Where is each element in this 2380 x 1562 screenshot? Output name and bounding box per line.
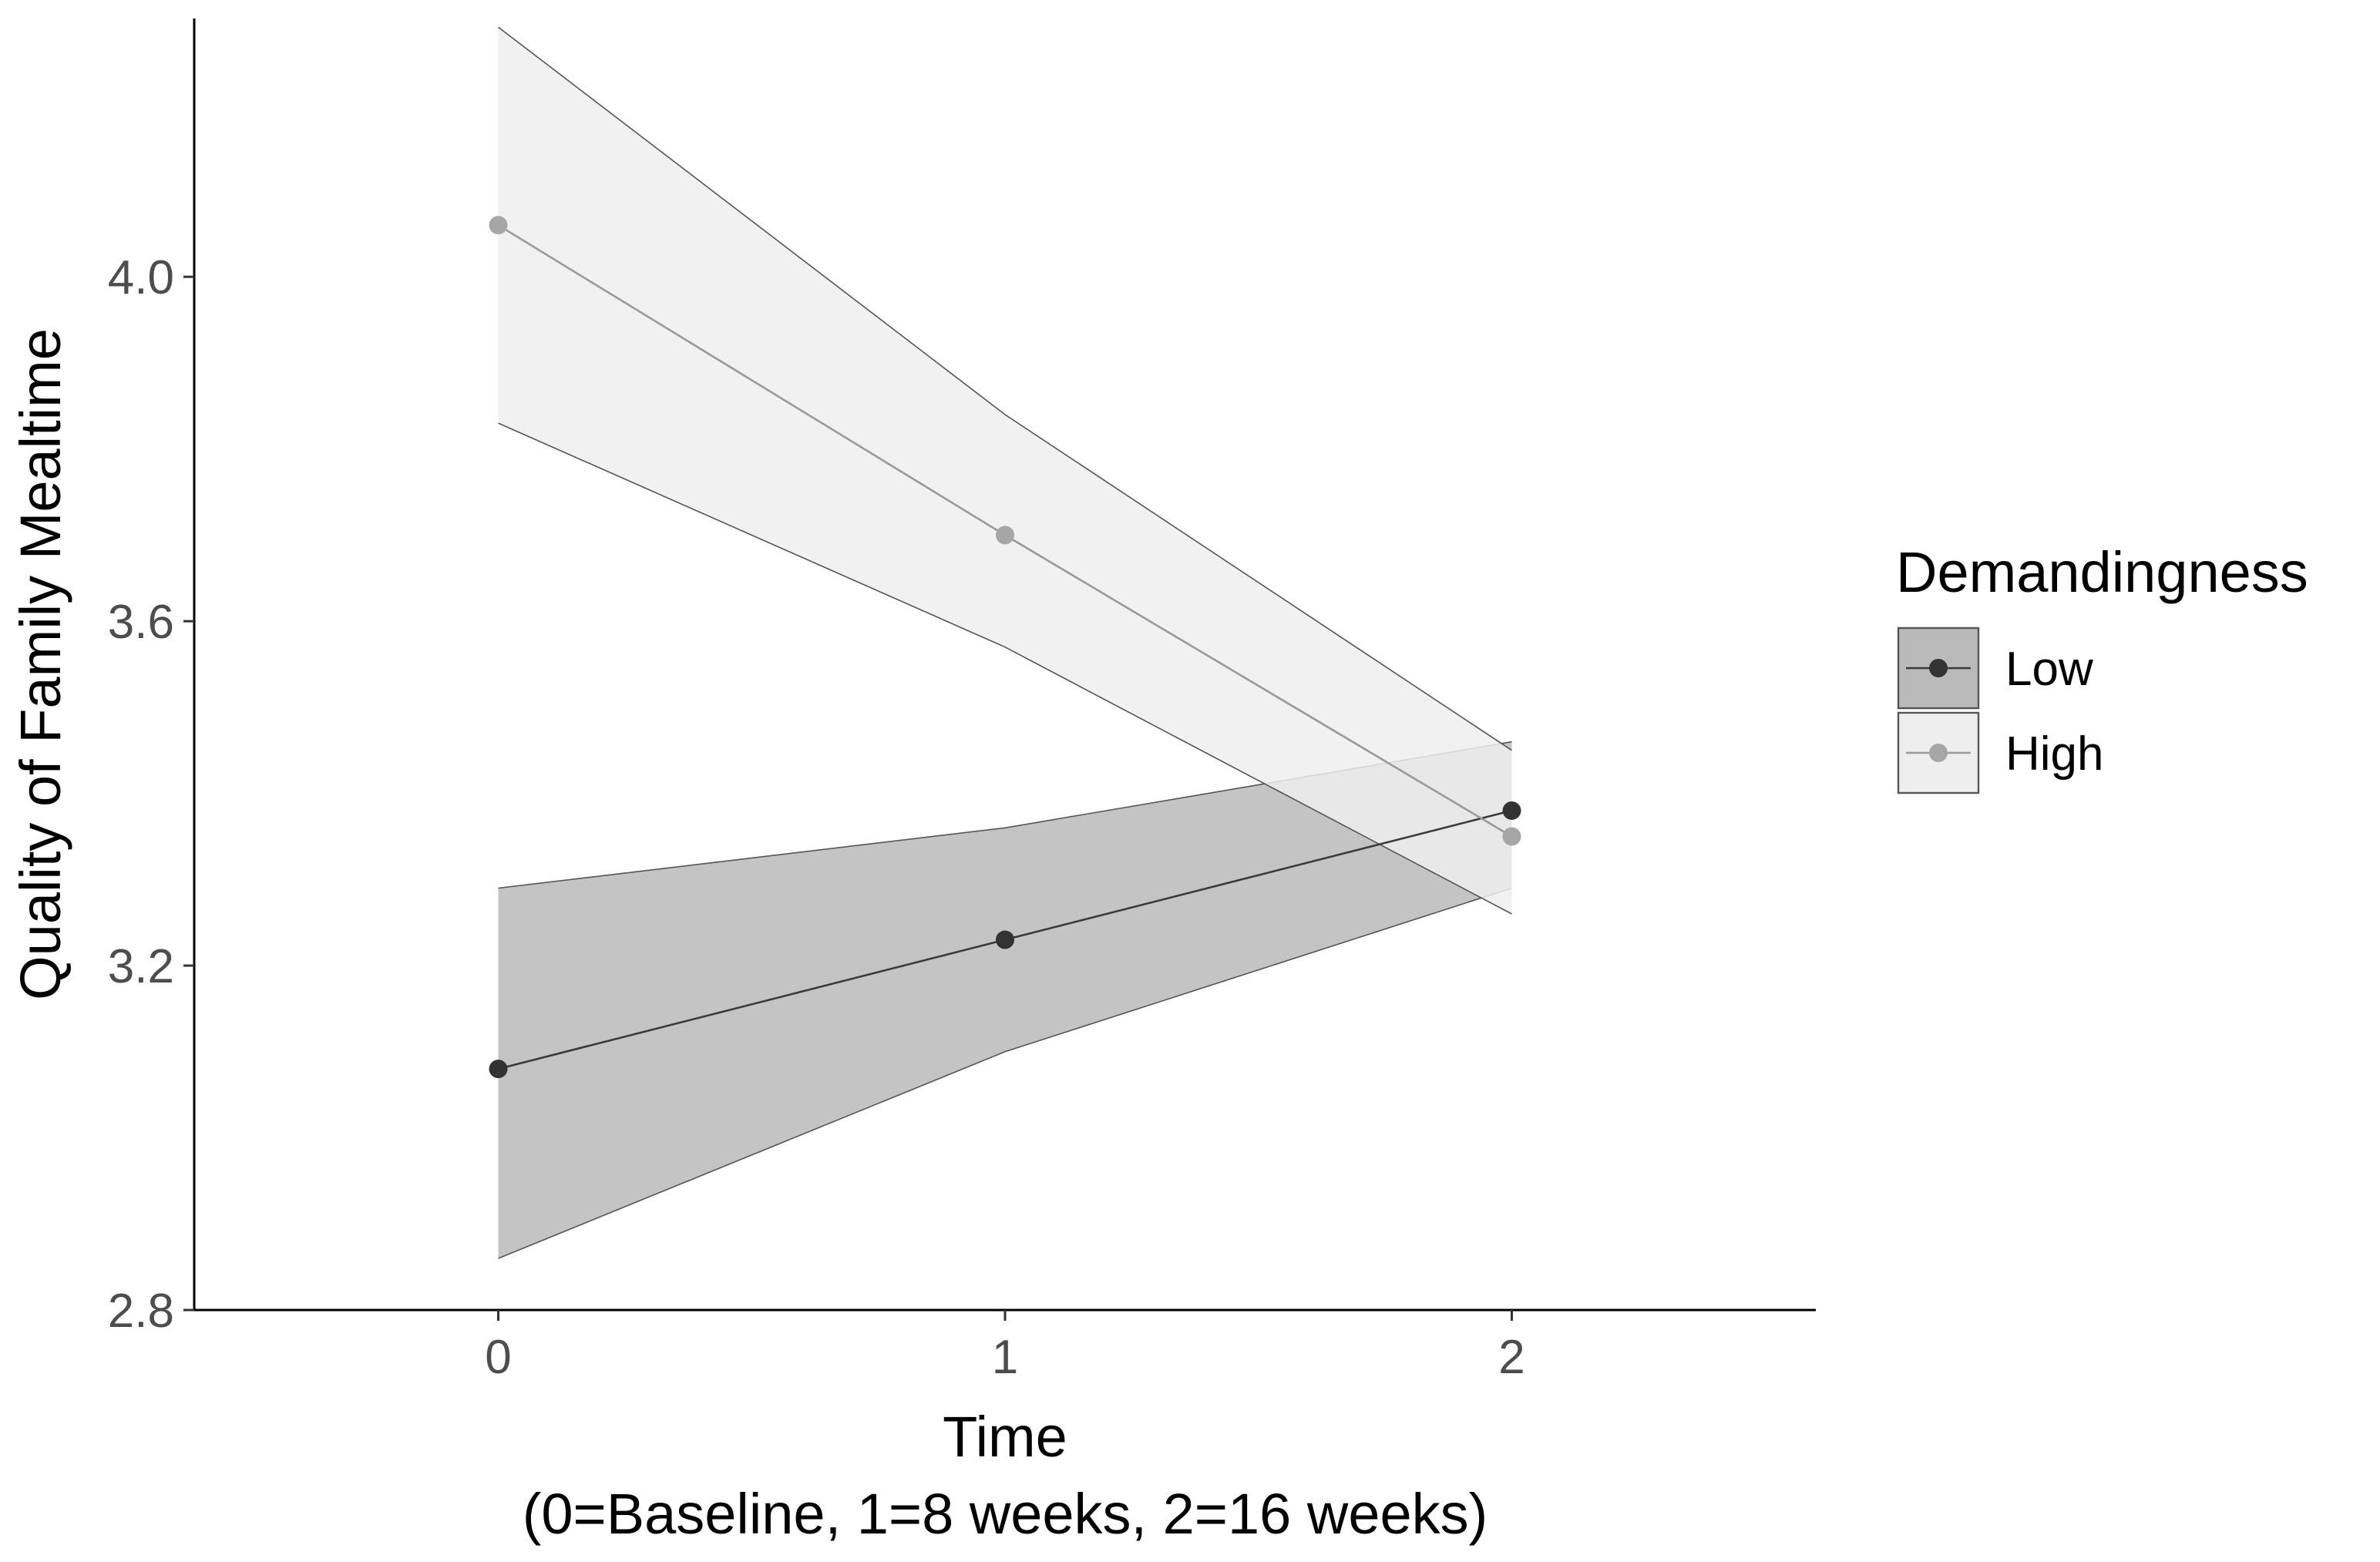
ci-lower-high bbox=[498, 422, 1512, 915]
x-tick-label: 2 bbox=[1498, 1331, 1524, 1384]
x-axis-title: Time bbox=[943, 1405, 1067, 1469]
x-axis-subtitle: (0=Baseline, 1=8 weeks, 2=16 weeks) bbox=[523, 1482, 1488, 1546]
legend-label-high: High bbox=[2005, 727, 2104, 781]
y-tick-label: 3.2 bbox=[108, 940, 174, 993]
legend-point-high bbox=[1929, 744, 1948, 762]
point-low-1 bbox=[996, 930, 1014, 949]
series-points bbox=[489, 216, 1521, 1079]
axis-ticks: 2.8 3.2 3.6 4.0 0 1 2 bbox=[108, 251, 1525, 1384]
legend-items: Low High bbox=[1897, 626, 2104, 794]
legend-point-low bbox=[1929, 659, 1948, 677]
legend-title: Demandingness bbox=[1896, 540, 2308, 604]
confidence-bands bbox=[498, 26, 1512, 1259]
point-high-1 bbox=[996, 526, 1014, 545]
point-low-0 bbox=[489, 1060, 508, 1079]
x-tick-label: 1 bbox=[992, 1331, 1018, 1384]
y-axis-title: Quality of Family Mealtime bbox=[8, 328, 72, 1000]
point-high-2 bbox=[1502, 827, 1521, 846]
ci-upper-high bbox=[498, 26, 1512, 751]
point-low-2 bbox=[1502, 801, 1521, 820]
ci-lower-low bbox=[498, 887, 1512, 1259]
legend: Demandingness Low High bbox=[1896, 540, 2308, 794]
ci-band-high bbox=[498, 27, 1512, 915]
y-tick-label: 4.0 bbox=[108, 251, 174, 304]
axes bbox=[193, 18, 1816, 1312]
y-tick-label: 3.6 bbox=[108, 596, 174, 649]
x-tick-label: 0 bbox=[485, 1331, 511, 1384]
legend-label-low: Low bbox=[2005, 643, 2093, 696]
y-tick-label: 2.8 bbox=[108, 1285, 174, 1338]
point-high-0 bbox=[489, 216, 508, 235]
ci-band-low bbox=[498, 741, 1512, 1258]
